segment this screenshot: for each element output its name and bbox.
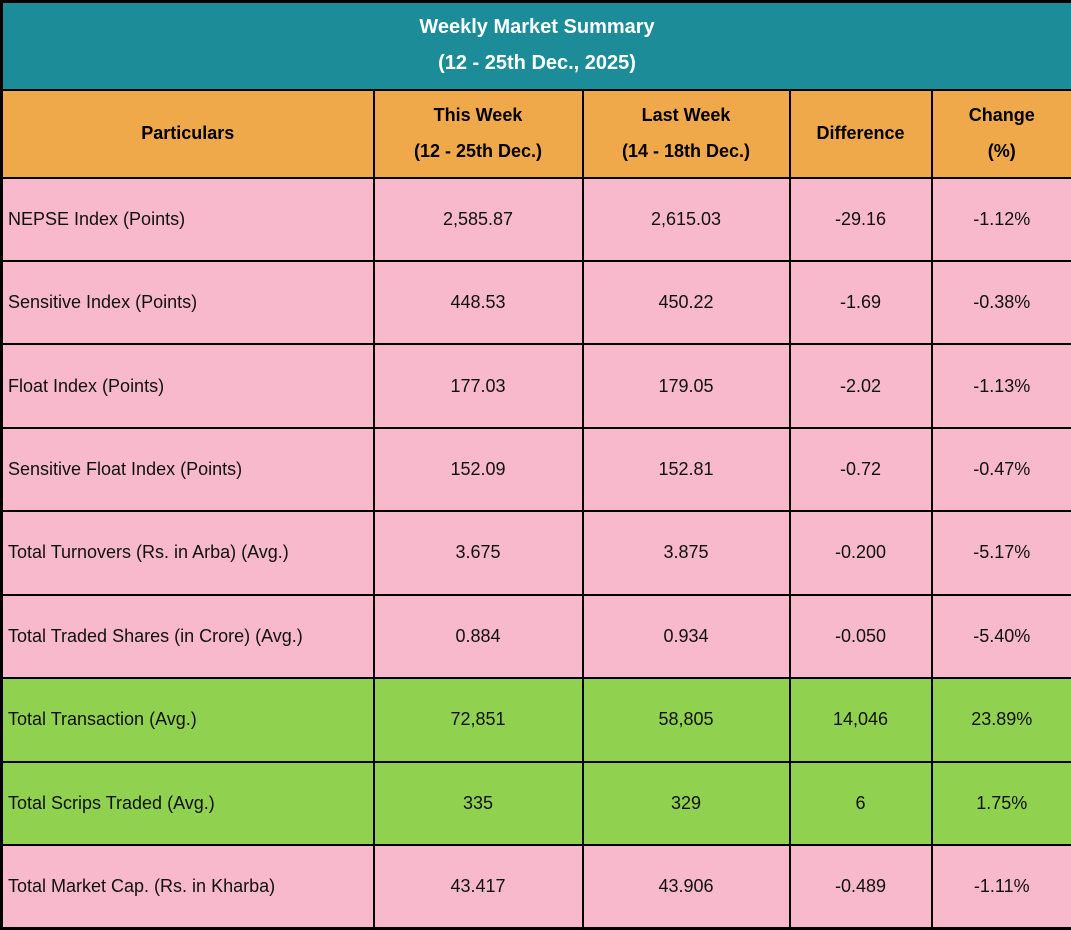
- cell-difference: -0.72: [788, 426, 933, 513]
- cell-difference: -2.02: [788, 343, 933, 429]
- cell-last-week: 0.934: [581, 593, 791, 680]
- column-header-label: Change: [968, 105, 1035, 126]
- column-header-subtitle: (14 - 18th Dec.): [621, 140, 751, 161]
- cell-particular: Float Index (Points): [0, 343, 375, 429]
- column-header-label: Difference: [816, 123, 905, 143]
- column-header-row: Particulars This Week (12 - 25th Dec.) Last…: [0, 88, 1071, 179]
- cell-difference: -29.16: [788, 176, 933, 262]
- cell-last-week: 179.05: [581, 343, 791, 429]
- column-header-last-week: Last Week (14 - 18th Dec.): [581, 88, 791, 179]
- column-header-label: This Week: [433, 105, 523, 126]
- cell-change: -5.17%: [930, 510, 1071, 596]
- cell-particular: Total Turnovers (Rs. in Arba) (Avg.): [0, 510, 375, 596]
- table-title-line1: Weekly Market Summary: [419, 16, 655, 39]
- table-title-row: Weekly Market Summary (12 - 25th Dec., 2…: [0, 0, 1071, 91]
- cell-particular: Sensitive Index (Points): [0, 259, 375, 346]
- column-header-change: Change (%): [930, 88, 1071, 179]
- column-header-particulars: Particulars: [0, 88, 375, 179]
- cell-this-week: 177.03: [372, 343, 584, 429]
- table-row: Total Transaction (Avg.) 72,851 58,805 14,0…: [0, 677, 1071, 763]
- cell-particular: Total Scrips Traded (Avg.): [0, 760, 375, 847]
- table-row: Total Turnovers (Rs. in Arba) (Avg.) 3.67…: [0, 510, 1071, 596]
- cell-particular: Sensitive Float Index (Points): [0, 426, 375, 513]
- cell-last-week: 58,805: [581, 677, 791, 763]
- cell-particular: Total Market Cap. (Rs. in Kharba): [0, 844, 375, 930]
- cell-change: 1.75%: [930, 760, 1071, 847]
- column-header-difference: Difference: [788, 88, 933, 179]
- table-row: Total Traded Shares (in Crore) (Avg.) 0.8…: [0, 593, 1071, 680]
- cell-particular: Total Transaction (Avg.): [0, 677, 375, 763]
- cell-particular: NEPSE Index (Points): [0, 176, 375, 262]
- cell-this-week: 43.417: [372, 844, 584, 930]
- table-row: Total Scrips Traded (Avg.) 335 329 6 1.75%: [0, 760, 1071, 847]
- cell-change: -5.40%: [930, 593, 1071, 680]
- table-row: Sensitive Float Index (Points) 152.09 152.…: [0, 426, 1071, 513]
- cell-this-week: 335: [372, 760, 584, 847]
- cell-change: -0.47%: [930, 426, 1071, 513]
- table-title: Weekly Market Summary (12 - 25th Dec., 2…: [0, 0, 1071, 91]
- column-header-subtitle: (12 - 25th Dec.): [413, 140, 543, 161]
- cell-difference: -0.489: [788, 844, 933, 930]
- table-row: NEPSE Index (Points) 2,585.87 2,615.03 -29.…: [0, 176, 1071, 262]
- cell-this-week: 2,585.87: [372, 176, 584, 262]
- column-header-subtitle: (%): [987, 140, 1016, 161]
- cell-difference: 14,046: [788, 677, 933, 763]
- table-row: Float Index (Points) 177.03 179.05 -2.02 -1.…: [0, 343, 1071, 429]
- table-body: NEPSE Index (Points) 2,585.87 2,615.03 -29.…: [0, 176, 1071, 930]
- column-header-label: Particulars: [141, 123, 235, 143]
- cell-last-week: 43.906: [581, 844, 791, 930]
- cell-this-week: 3.675: [372, 510, 584, 596]
- cell-last-week: 3.875: [581, 510, 791, 596]
- cell-difference: -0.050: [788, 593, 933, 680]
- cell-change: -1.12%: [930, 176, 1071, 262]
- cell-this-week: 72,851: [372, 677, 584, 763]
- cell-change: -1.13%: [930, 343, 1071, 429]
- cell-last-week: 152.81: [581, 426, 791, 513]
- cell-this-week: 0.884: [372, 593, 584, 680]
- cell-last-week: 2,615.03: [581, 176, 791, 262]
- table-row: Total Market Cap. (Rs. in Kharba) 43.417 4…: [0, 844, 1071, 930]
- cell-last-week: 329: [581, 760, 791, 847]
- cell-this-week: 448.53: [372, 259, 584, 346]
- table-row: Sensitive Index (Points) 448.53 450.22 -1.6…: [0, 259, 1071, 346]
- cell-difference: -0.200: [788, 510, 933, 596]
- cell-change: -1.11%: [930, 844, 1071, 930]
- cell-difference: 6: [788, 760, 933, 847]
- cell-change: -0.38%: [930, 259, 1071, 346]
- column-header-label: Last Week: [641, 105, 731, 126]
- cell-this-week: 152.09: [372, 426, 584, 513]
- cell-last-week: 450.22: [581, 259, 791, 346]
- cell-particular: Total Traded Shares (in Crore) (Avg.): [0, 593, 375, 680]
- cell-difference: -1.69: [788, 259, 933, 346]
- cell-change: 23.89%: [930, 677, 1071, 763]
- column-header-this-week: This Week (12 - 25th Dec.): [372, 88, 584, 179]
- table-title-line2: (12 - 25th Dec., 2025): [438, 52, 636, 75]
